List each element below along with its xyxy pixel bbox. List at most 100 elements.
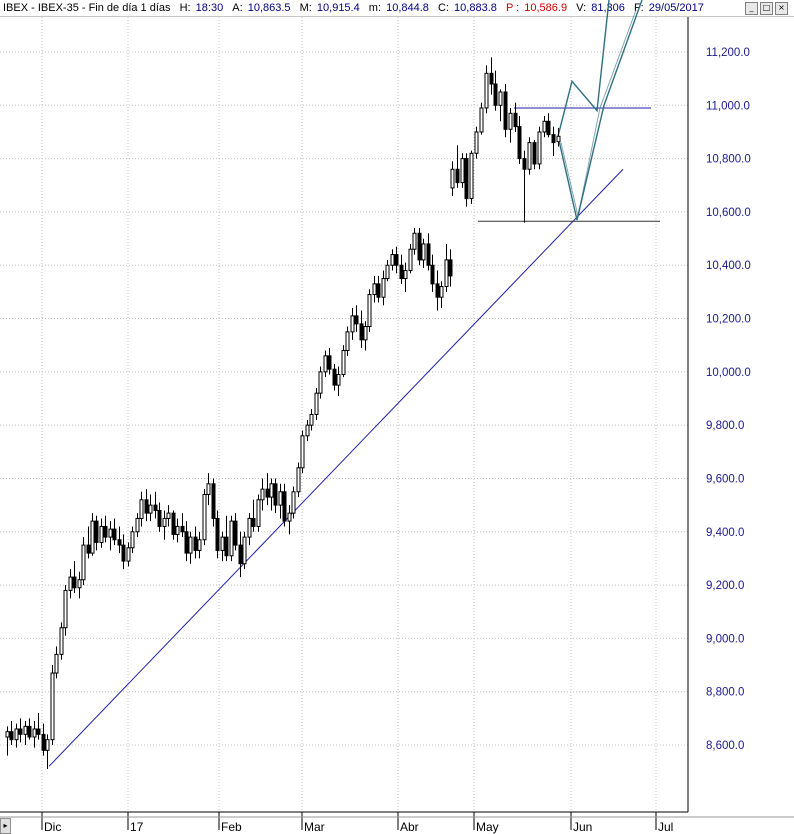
candle-body (121, 544, 126, 562)
x-tick-label: 17 (130, 820, 144, 834)
candle-body (450, 168, 455, 189)
x-tick-label: May (476, 820, 499, 834)
candle-body (9, 731, 14, 741)
candle-body (224, 536, 229, 557)
candle-body (556, 135, 561, 143)
y-tick-label: 9,000.0 (706, 633, 744, 645)
candle-body (251, 517, 256, 527)
c-value: 10,883.8 (454, 2, 497, 14)
candle-body (508, 112, 513, 130)
x-tick-label: Feb (221, 820, 242, 834)
candle-body (537, 131, 542, 165)
candle-body (32, 728, 37, 738)
candle-body (260, 488, 265, 501)
candle-body (54, 653, 59, 674)
x-axis-labels: Dic 17 Feb Mar Abr May Jun Jul (44, 820, 673, 834)
candle-body (108, 528, 113, 538)
y-tick-label: 10,600.0 (706, 207, 751, 219)
y-tick-label: 11,000.0 (706, 100, 750, 112)
candle-body (229, 520, 234, 557)
y-tick-label: 10,400.0 (706, 260, 751, 272)
projection-path (557, 0, 643, 221)
candle-body (527, 142, 532, 170)
a-label: A: (232, 2, 243, 14)
scroll-left-icon[interactable]: ▸ (0, 818, 11, 834)
y-tick-label: 10,000.0 (706, 367, 751, 379)
candle-body (197, 539, 202, 551)
candle-body (345, 331, 350, 352)
a-value: 10,863.5 (247, 2, 291, 14)
candle-body (522, 158, 527, 170)
candle-body (412, 232, 417, 250)
close-button[interactable]: × (775, 2, 788, 15)
candle-body (430, 264, 435, 285)
candle-body (81, 544, 86, 581)
h-label: H: (179, 2, 191, 14)
candle-body (238, 544, 243, 565)
candle-body (323, 355, 328, 373)
candle-body (479, 107, 484, 133)
y-tick-label: 9,600.0 (706, 473, 744, 485)
candle-body (354, 315, 359, 325)
chart-title-bar: IBEX - IBEX-35 - Fin de día 1 días H: 18… (0, 0, 794, 17)
candles (5, 57, 561, 769)
candle-body (193, 536, 198, 551)
candle-body (103, 525, 108, 538)
trendline (48, 168, 624, 767)
candle-body (296, 467, 301, 493)
candle-body (273, 483, 278, 506)
candle-body (220, 536, 225, 551)
x-tick-label: Abr (400, 820, 419, 834)
candle-body (215, 517, 220, 551)
p-label: P : (505, 2, 520, 14)
candle-body (77, 579, 82, 589)
candle-body (287, 512, 292, 522)
candle-body (532, 142, 537, 165)
candle-body (14, 728, 19, 741)
candle-body (484, 72, 489, 109)
y-tick-label: 8,600.0 (706, 740, 744, 752)
candle-body (332, 368, 337, 386)
candle-body (403, 270, 408, 280)
candle-body (117, 539, 122, 546)
min-value: 10,844.8 (386, 2, 429, 14)
candle-body (542, 120, 547, 133)
candle-body (376, 283, 381, 298)
projection-outline (560, 9, 637, 217)
candle-body (513, 112, 518, 128)
candle-body (86, 544, 91, 554)
candle-body (439, 286, 444, 298)
y-tick-label: 11,200.0 (706, 47, 750, 59)
candle-body (435, 283, 440, 298)
candle-body (269, 483, 274, 498)
f-value: 29/05/2017 (648, 2, 704, 14)
minimize-button[interactable]: _ (745, 2, 758, 15)
candle-body (94, 520, 99, 543)
candle-body (59, 627, 64, 655)
window-buttons: _ □ × (745, 2, 788, 15)
candle-body (517, 126, 522, 160)
candle-body (166, 512, 171, 519)
candle-body (327, 355, 332, 370)
candle-body (426, 243, 431, 266)
min-label: m: (368, 2, 382, 14)
x-tick-label: Dic (44, 820, 61, 834)
candle-body (112, 528, 117, 541)
x-tick-label: Jul (658, 820, 673, 834)
candle-body (27, 725, 32, 738)
candle-body (503, 91, 508, 130)
candle-body (359, 323, 364, 341)
candle-body (63, 589, 68, 629)
candle-body (350, 315, 355, 333)
candle-body (469, 152, 474, 200)
candle-body (390, 254, 395, 266)
candle-body (157, 509, 162, 527)
candle-body (99, 525, 104, 543)
candle-body (394, 254, 399, 266)
candle-body (341, 350, 346, 376)
candle-body (202, 493, 207, 541)
axes (0, 17, 794, 830)
candle-body (23, 725, 28, 735)
maximize-button[interactable]: □ (760, 2, 773, 15)
